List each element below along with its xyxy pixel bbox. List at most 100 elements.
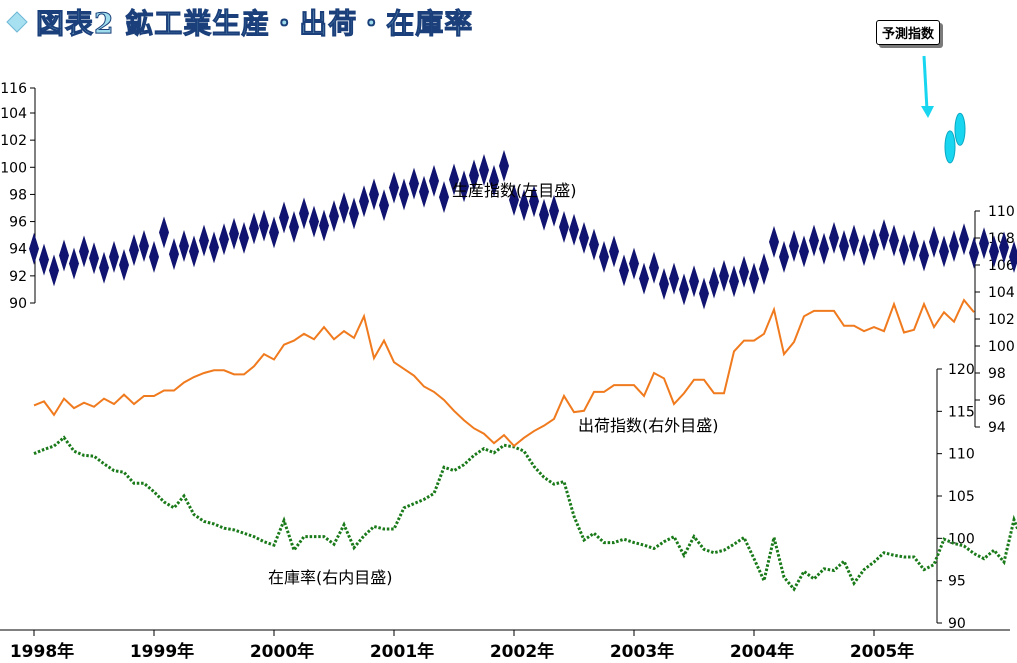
left-tick-label: 96 <box>9 215 27 231</box>
production-point <box>889 224 899 257</box>
production-point <box>729 265 739 298</box>
left-tick-label: 104 <box>0 106 27 122</box>
production-point <box>949 230 959 262</box>
production-label: 生産指数(左目盛) <box>452 181 577 200</box>
axes-group: 1998年 1999年 2000年 2001年 2002年 2003年 2004年 2005年… <box>0 81 1015 662</box>
production-point <box>709 266 719 299</box>
production-point <box>619 254 629 287</box>
production-point <box>279 201 289 234</box>
right-outer-tick-label: 110 <box>988 204 1015 220</box>
production-point <box>829 221 839 254</box>
production-point <box>99 251 109 284</box>
production-point <box>29 232 39 265</box>
right-outer-tick-label: 104 <box>988 285 1015 301</box>
x-tick-label: 2002年 <box>490 641 554 662</box>
production-point <box>229 217 239 250</box>
production-point <box>139 230 149 262</box>
production-point <box>559 211 569 243</box>
production-point <box>449 163 459 196</box>
production-point <box>439 181 449 214</box>
production-point <box>429 164 439 197</box>
production-point <box>649 251 659 284</box>
production-point <box>609 235 619 268</box>
right-inner-tick-label: 105 <box>948 489 975 505</box>
production-point <box>49 254 59 287</box>
production-point <box>519 189 529 222</box>
production-point <box>339 192 349 224</box>
right-inner-tick-label: 90 <box>948 616 966 632</box>
production-point <box>509 183 519 216</box>
production-point <box>79 235 89 268</box>
production-point <box>259 209 269 242</box>
production-point <box>739 255 749 288</box>
production-point <box>809 224 819 257</box>
production-point <box>379 189 389 222</box>
production-point <box>539 198 549 231</box>
left-tick-label: 94 <box>9 242 27 258</box>
production-point <box>769 225 779 258</box>
x-tick-label: 2004年 <box>730 641 794 662</box>
production-point <box>409 167 419 200</box>
production-point <box>109 240 119 273</box>
production-point <box>549 194 559 227</box>
production-point <box>59 239 69 272</box>
production-point <box>159 216 169 249</box>
production-point <box>219 223 229 256</box>
production-point <box>659 268 669 300</box>
production-point <box>479 154 489 186</box>
production-point <box>859 234 869 267</box>
production-point <box>699 277 709 310</box>
production-series <box>29 149 1017 310</box>
production-point <box>629 247 639 280</box>
production-point <box>489 164 499 197</box>
production-point <box>779 240 789 273</box>
production-point <box>299 197 309 230</box>
production-point <box>529 185 539 218</box>
production-point <box>149 240 159 273</box>
right-inner-tick-label: 95 <box>948 574 966 590</box>
diamond-icon <box>6 11 28 33</box>
production-point <box>119 249 129 281</box>
right-outer-tick-label: 96 <box>988 393 1006 409</box>
production-point <box>839 230 849 262</box>
right-outer-tick-label: 100 <box>988 339 1015 355</box>
production-point <box>999 231 1009 264</box>
right-inner-tick-label: 110 <box>948 447 975 463</box>
left-tick-label: 98 <box>9 187 27 203</box>
production-point <box>589 228 599 261</box>
forecast-arrow-head <box>921 106 934 118</box>
x-tick-label: 2003年 <box>610 641 674 662</box>
production-point <box>369 178 379 211</box>
production-point <box>389 171 399 204</box>
production-point <box>799 235 809 268</box>
production-point <box>239 221 249 254</box>
production-point <box>199 224 209 257</box>
production-point <box>969 236 979 269</box>
production-point <box>579 221 589 254</box>
production-point <box>679 273 689 306</box>
production-point <box>669 262 679 295</box>
production-point <box>359 185 369 218</box>
production-point <box>69 247 79 280</box>
forecast-point <box>944 130 956 164</box>
production-point <box>979 227 989 260</box>
right-outer-tick-label: 98 <box>988 366 1006 382</box>
x-tick-label: 2000年 <box>250 641 314 662</box>
production-point <box>129 234 139 267</box>
production-point <box>289 211 299 243</box>
left-tick-label: 100 <box>0 160 27 176</box>
right-inner-tick-label: 120 <box>948 362 975 378</box>
left-tick-label: 102 <box>0 133 27 149</box>
production-point <box>499 149 509 182</box>
production-point <box>269 216 279 249</box>
production-point <box>869 228 879 261</box>
production-point <box>469 159 479 192</box>
right-inner-tick-label: 115 <box>948 404 975 420</box>
production-point <box>939 235 949 268</box>
production-point <box>899 234 909 267</box>
production-point <box>749 262 759 295</box>
x-tick-label: 1999年 <box>130 641 194 662</box>
production-point <box>189 235 199 268</box>
production-point <box>249 212 259 245</box>
